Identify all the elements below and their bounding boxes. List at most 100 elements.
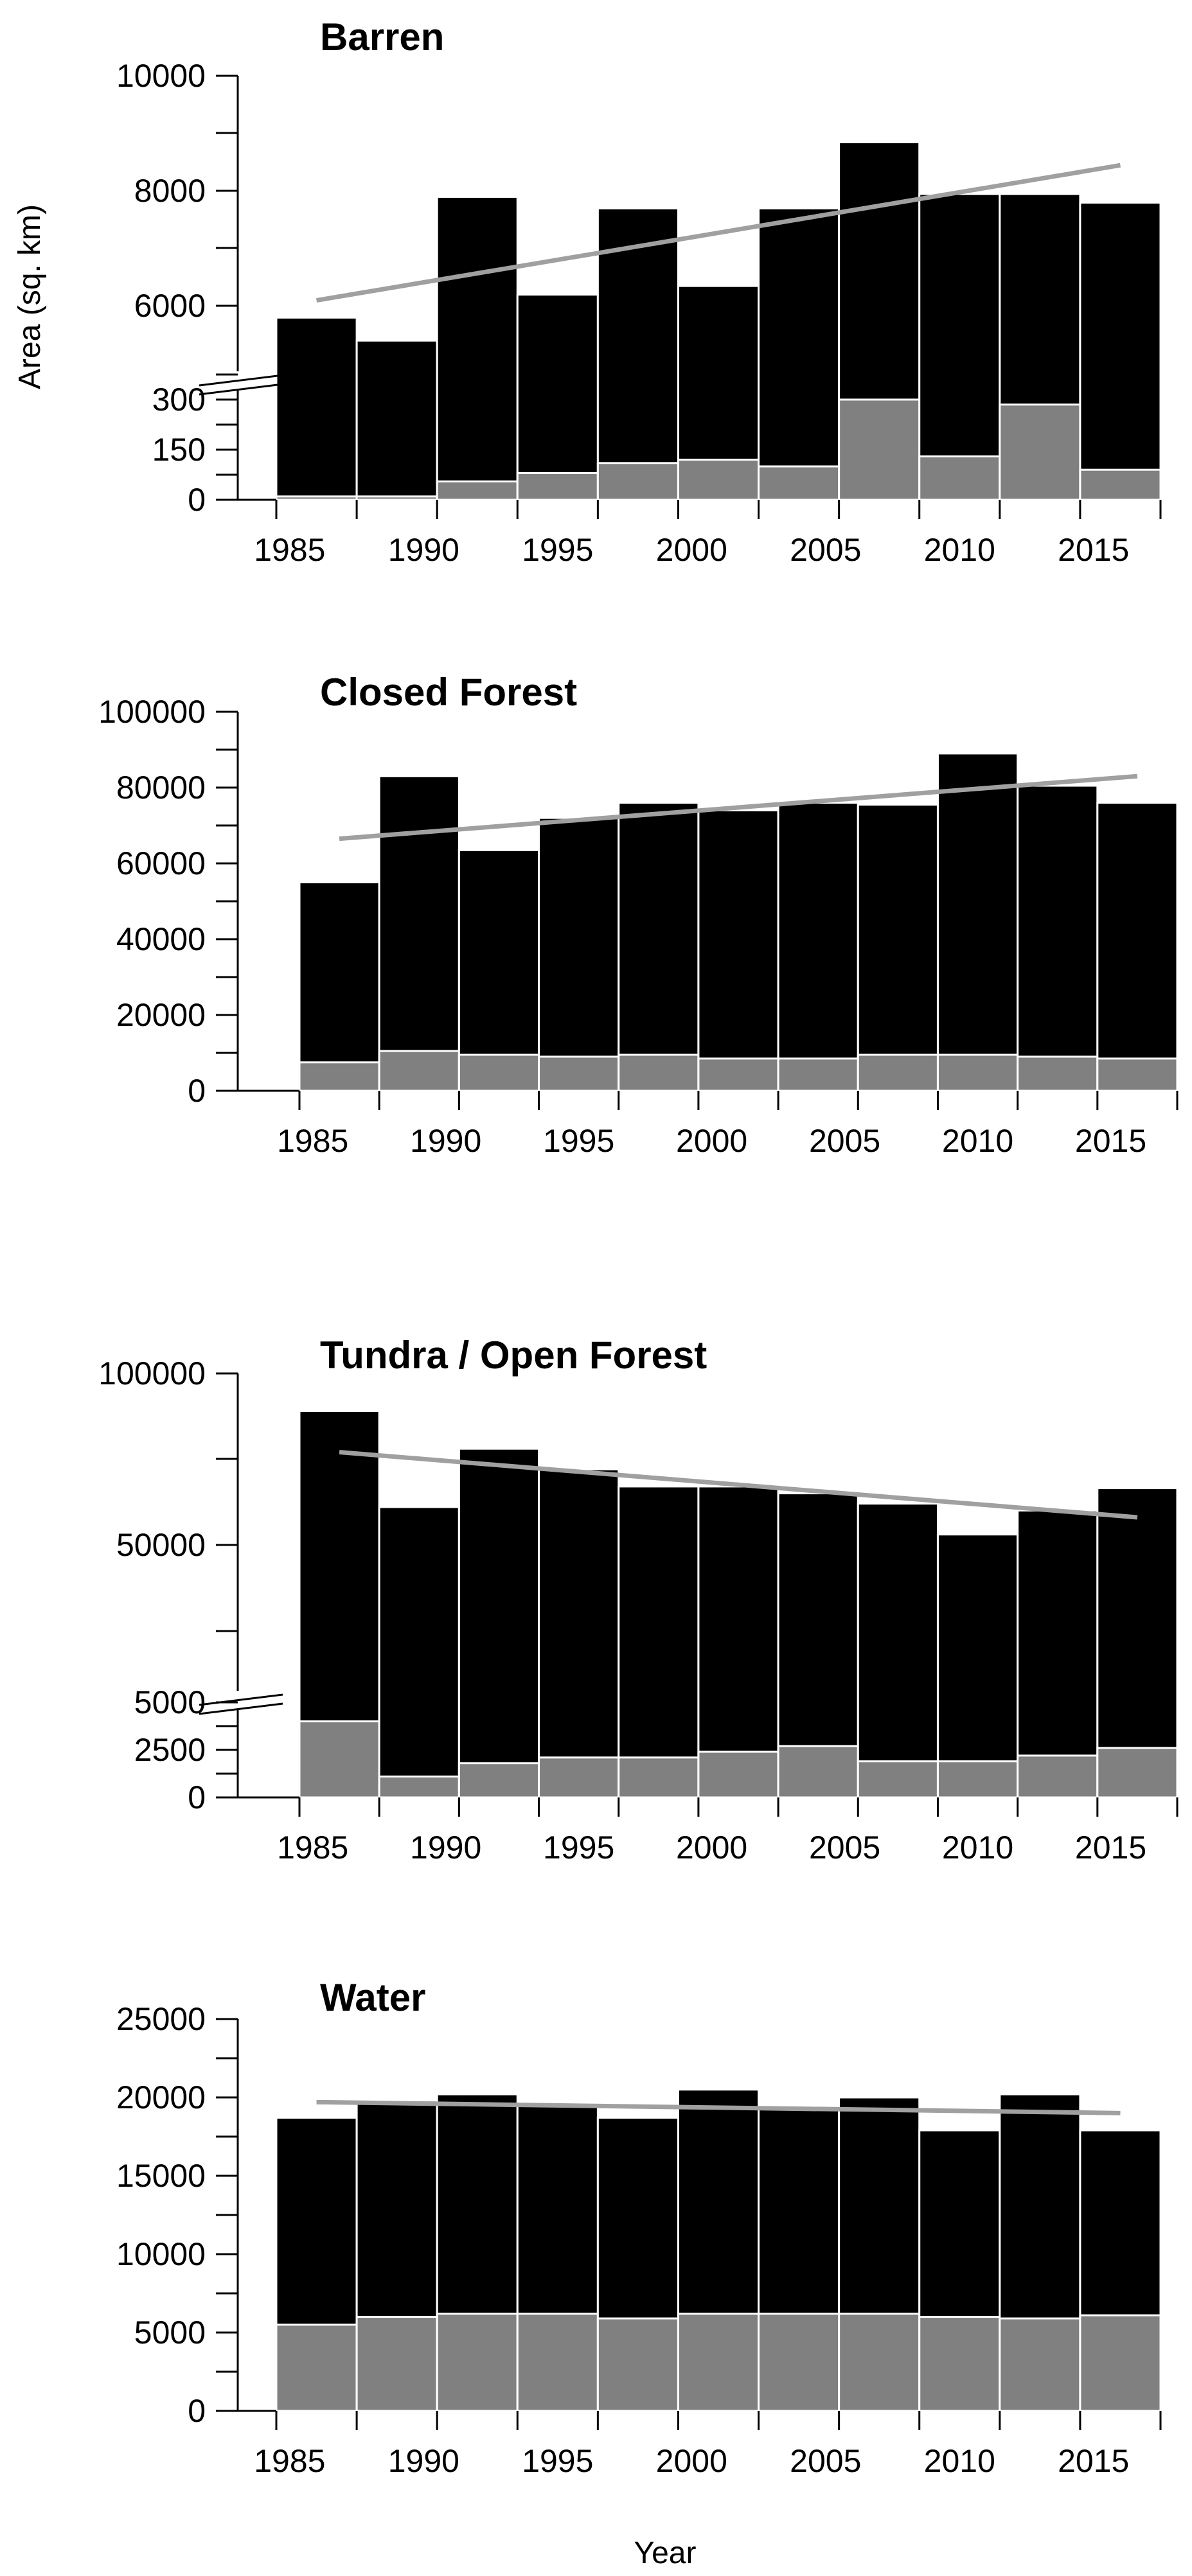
y-tick-label: 100000 [98, 694, 206, 730]
bar-sub [516, 472, 599, 501]
x-tick-label: 2015 [1058, 532, 1129, 568]
bar-total [1079, 201, 1162, 501]
x-tick-label: 1990 [388, 2443, 459, 2479]
y-tick-label: 5000 [134, 1684, 206, 1720]
bar-total [777, 802, 859, 1092]
y-tick-label: 2500 [134, 1732, 206, 1768]
chart-title: Tundra / Open Forest [320, 1334, 707, 1377]
trend-line [339, 1450, 1138, 1520]
bar-sub [436, 2313, 519, 2412]
bar-sub [857, 1760, 939, 1799]
x-tick-label: 1990 [410, 1123, 481, 1159]
bar-total [1017, 784, 1099, 1092]
y-tick-label: 15000 [116, 2158, 206, 2194]
x-tick-label: 2010 [924, 2443, 995, 2479]
x-tick-label: 2000 [676, 1830, 747, 1866]
bar-total [298, 881, 380, 1092]
bar-total [275, 316, 358, 501]
chart-panel-2: Closed Forest 0 20000 40000 60000 80000 100000… [98, 671, 1179, 1159]
y-axis-label: Area (sq. km) [13, 204, 47, 389]
bar-sub [999, 2317, 1081, 2412]
x-tick-label: 2000 [656, 532, 727, 568]
y-tick-label: 20000 [116, 2079, 206, 2115]
x-tick-label: 2000 [676, 1123, 747, 1159]
bar-sub [298, 1061, 380, 1092]
x-tick-label: 1995 [543, 1123, 614, 1159]
x-tick-label: 2015 [1058, 2443, 1129, 2479]
bar-total [918, 193, 1001, 501]
x-tick-label: 1990 [410, 1830, 481, 1866]
y-tick-label: 0 [188, 1779, 206, 1815]
bar-total [1096, 802, 1179, 1092]
bar-total [857, 804, 939, 1092]
bar-sub [697, 1057, 779, 1092]
chart-title: Closed Forest [320, 671, 577, 714]
x-tick-label: 1995 [522, 2443, 593, 2479]
bar-sub [918, 455, 1001, 501]
trend-line [316, 2099, 1121, 2115]
bar-sub [378, 1775, 460, 1799]
axis-break-mark [199, 1702, 283, 1715]
x-tick-label: 2010 [942, 1830, 1013, 1866]
bar-total [458, 1447, 540, 1799]
bar-sub [618, 1054, 700, 1092]
y-tick-label: 0 [188, 2393, 206, 2429]
bar-total [538, 1468, 620, 1799]
x-tick-label: 2015 [1075, 1123, 1146, 1159]
bar-sub [1079, 2314, 1162, 2412]
bar-total [538, 816, 620, 1092]
bar-sub [1017, 1055, 1099, 1092]
bar-sub [538, 1756, 620, 1799]
y-tick-label: 40000 [116, 921, 206, 957]
y-tick-label: 150 [152, 432, 206, 468]
bar-total [458, 849, 540, 1092]
bar-total [378, 1506, 460, 1799]
bar-sub [936, 1054, 1019, 1092]
bar-sub [936, 1760, 1019, 1799]
bar-sub [838, 398, 921, 501]
x-tick-label: 2000 [656, 2443, 727, 2479]
y-tick-label: 25000 [116, 2001, 206, 2037]
trend-line [316, 163, 1121, 303]
y-tick-label: 0 [188, 482, 206, 518]
bar-total [857, 1503, 939, 1799]
bar-total [697, 809, 779, 1092]
bar-sub [1096, 1057, 1179, 1092]
y-tick-label: 20000 [116, 997, 206, 1033]
x-tick-label: 1990 [388, 532, 459, 568]
bar-sub [777, 1745, 859, 1799]
bar-sub [918, 2316, 1001, 2412]
x-tick-label: 2005 [809, 1830, 880, 1866]
bar-sub [777, 1057, 859, 1092]
axis-break-mark [199, 383, 283, 396]
bar-sub [596, 462, 679, 501]
bar-sub [677, 459, 760, 501]
bar-sub [838, 2313, 921, 2412]
x-tick-label: 2005 [790, 532, 861, 568]
bar-total [618, 1485, 700, 1799]
bar-sub [1017, 1754, 1099, 1799]
x-tick-label: 2010 [924, 532, 995, 568]
bar-sub [758, 465, 841, 501]
bar-total [516, 294, 599, 501]
x-tick-label: 1985 [277, 1123, 348, 1159]
bar-sub [618, 1756, 700, 1799]
bar-total [936, 752, 1019, 1092]
y-tick-label: 100000 [98, 1355, 206, 1391]
bar-total [596, 207, 679, 501]
bar-sub [436, 480, 519, 501]
x-tick-label: 1985 [254, 532, 325, 568]
chart-panel-4: Water 0 5000 10000 15000 20000 25000 1985 1990 19… [116, 1976, 1162, 2570]
bar-sub [298, 1720, 380, 1799]
bar-sub [697, 1751, 779, 1799]
x-tick-label: 1995 [522, 532, 593, 568]
bar-sub [355, 2316, 438, 2412]
y-tick-label: 60000 [116, 845, 206, 881]
bar-sub [458, 1054, 540, 1092]
y-tick-label: 6000 [134, 288, 206, 324]
y-tick-label: 10000 [116, 2236, 206, 2272]
x-tick-label: 1985 [277, 1830, 348, 1866]
y-tick-label: 300 [152, 382, 206, 418]
bar-sub [1096, 1747, 1179, 1799]
